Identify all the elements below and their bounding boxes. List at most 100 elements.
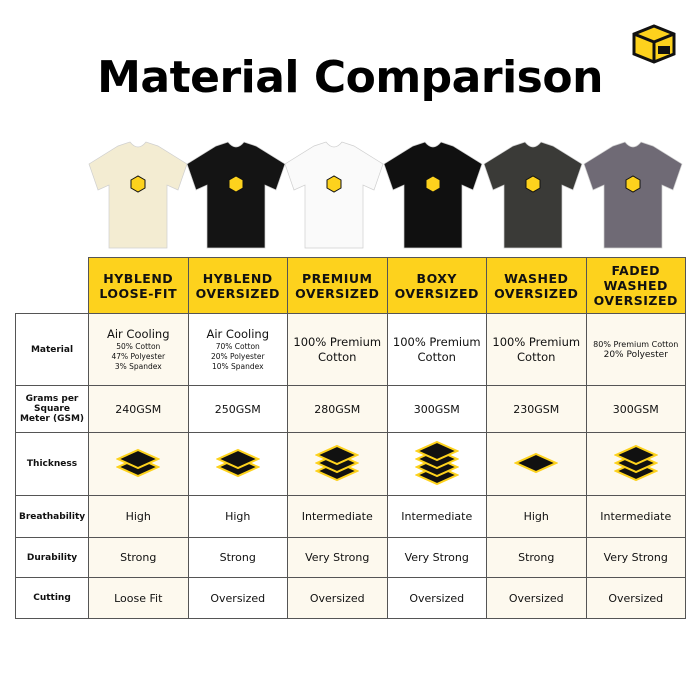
thickness-icon (115, 448, 161, 477)
row: Grams per Square Meter (GSM) 240GSM 250GSM… (15, 385, 686, 433)
column-header: WASHED OVERSIZED (486, 257, 587, 314)
cell: Oversized (585, 577, 686, 619)
shirt-logo (228, 175, 244, 193)
header-row: HYBLEND LOOSE-FIT HYBLEND OVERSIZED PREMIU… (15, 257, 686, 314)
cell-text: Loose Fit (114, 591, 163, 605)
cell: Strong (88, 537, 189, 578)
cell: Very Strong (585, 537, 686, 578)
shirt-logo (525, 175, 541, 193)
shirt (483, 141, 583, 249)
cell: 250GSM (187, 385, 288, 433)
shirt-body (186, 141, 286, 249)
comparison-table: HYBLEND LOOSE-FIT HYBLEND OVERSIZED PREMIU… (15, 257, 686, 619)
cell: Oversized (486, 577, 587, 619)
material-main: Air Cooling (206, 327, 270, 341)
cell: Oversized (187, 577, 288, 619)
cell-text: Intermediate (301, 510, 373, 523)
material-detail: 80% Premium Cotton (593, 339, 679, 349)
shirt-logo (326, 175, 342, 193)
layer (414, 440, 460, 461)
material-detail: 70% Cotton (215, 342, 260, 351)
row-label: Thickness (15, 432, 89, 496)
shirt-logo (425, 175, 441, 193)
shirt (88, 141, 188, 249)
cell-text: Very Strong (603, 551, 668, 564)
cell-text: High (225, 510, 251, 523)
cell-text: 280GSM (314, 402, 361, 416)
cell: Air Cooling 70% Cotton 20% Polyester 10% Sp… (187, 313, 288, 386)
shirt (383, 141, 483, 249)
layer (115, 448, 161, 469)
cell: 300GSM (386, 385, 487, 433)
material-detail: 3% Spandex (114, 362, 162, 371)
material-main: Air Cooling (106, 327, 170, 341)
cell-text: Oversized (508, 591, 564, 605)
row: Thickness (15, 432, 686, 496)
shirt-body (583, 141, 683, 249)
row-label: Durability (15, 537, 89, 578)
cell-text: Very Strong (404, 551, 469, 564)
cell (88, 432, 189, 496)
blank-cell (15, 257, 89, 314)
thickness-icon (613, 444, 659, 481)
column-header: FADED WASHED OVERSIZED (585, 257, 686, 314)
shirt-body (284, 141, 384, 249)
layer (215, 448, 261, 469)
cell: Strong (486, 537, 587, 578)
cell-text: Very Strong (305, 551, 370, 564)
shirt (186, 141, 286, 249)
row-label: Cutting (15, 577, 89, 619)
row-label: Grams per Square Meter (GSM) (15, 385, 89, 433)
row: Breathability High High Intermediate Interme… (15, 495, 686, 538)
cell-text: High (125, 510, 151, 523)
shirt (583, 141, 683, 249)
cell: High (486, 495, 587, 538)
cell: High (187, 495, 288, 538)
cell-text: Strong (219, 551, 256, 564)
cell: Air Cooling 50% Cotton 47% Polyester 3% Spa… (88, 313, 189, 386)
material-detail: 50% Cotton (116, 342, 161, 351)
material-main: 100% Premium Cotton (492, 334, 581, 364)
title: Material Comparison (97, 52, 603, 103)
cell: Loose Fit (88, 577, 189, 619)
cell: Intermediate (386, 495, 487, 538)
cell: Strong (187, 537, 288, 578)
layer (513, 452, 559, 473)
material-detail: 47% Polyester (111, 352, 166, 361)
row-label: Breathability (15, 495, 89, 538)
cell: 230GSM (486, 385, 587, 433)
cell: 100% Premium Cotton (486, 313, 587, 386)
cell: Intermediate (585, 495, 686, 538)
material-main: 20% Polyester (603, 349, 668, 360)
column-header: HYBLEND OVERSIZED (187, 257, 288, 314)
cell: 100% Premium Cotton (386, 313, 487, 386)
cell-text: Oversized (309, 591, 365, 605)
thickness-icon (414, 440, 460, 485)
material-main: 100% Premium Cotton (293, 334, 382, 364)
cell-text: Oversized (210, 591, 266, 605)
cell (585, 432, 686, 496)
cell (187, 432, 288, 496)
layer (613, 444, 659, 465)
cell: Oversized (287, 577, 388, 619)
cell-text: Strong (518, 551, 555, 564)
column-header: BOXY OVERSIZED (386, 257, 487, 314)
cell-text: Oversized (608, 591, 664, 605)
cell: 300GSM (585, 385, 686, 433)
cell-text: 240GSM (115, 402, 162, 416)
shirt-logo (130, 175, 146, 193)
cell-text: 230GSM (513, 402, 560, 416)
cell-text: 300GSM (413, 402, 460, 416)
cell: Oversized (386, 577, 487, 619)
cell-text: Intermediate (401, 510, 473, 523)
shirt-body (483, 141, 583, 249)
material-main: 100% Premium Cotton (392, 334, 481, 364)
cell: High (88, 495, 189, 538)
cell-text: High (523, 510, 549, 523)
row-label: Material (15, 313, 89, 386)
cell: Very Strong (386, 537, 487, 578)
shirt-logo (625, 175, 641, 193)
material-detail: 20% Polyester (210, 352, 265, 361)
shirt (284, 141, 384, 249)
